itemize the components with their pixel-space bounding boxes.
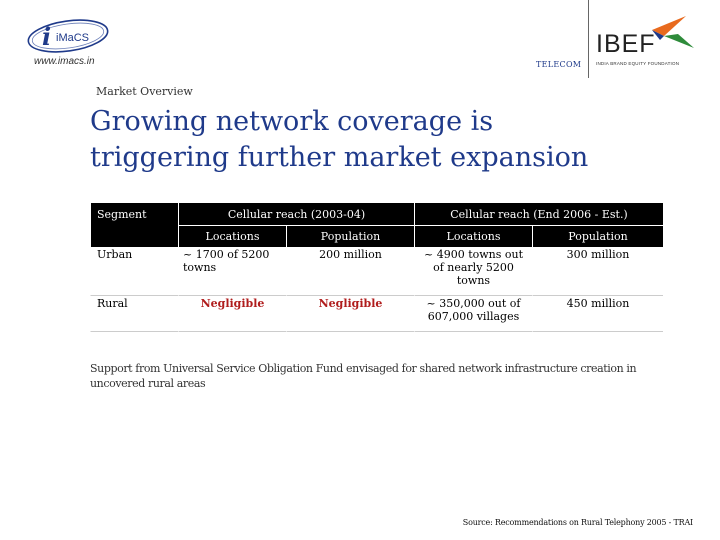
source-citation: Source: Recommendations on Rural Telepho… <box>462 518 693 527</box>
footnote-text: Support from Universal Service Obligatio… <box>90 362 637 390</box>
header-group-2003: Cellular reach (2003-04) <box>178 202 414 225</box>
header-locations-2003: Locations <box>178 225 286 247</box>
header-population-2006: Population <box>532 225 663 247</box>
cell-locations-2006: ~ 4900 towns out of nearly 5200 towns <box>414 247 532 296</box>
cell-locations-2003: Negligible <box>178 296 286 332</box>
page-title: Growing network coverage is triggering f… <box>90 104 588 176</box>
cell-population-2003: 200 million <box>286 247 414 296</box>
imacs-logo-text: iMaCS <box>56 32 89 44</box>
ibef-logo-icon <box>652 16 694 48</box>
header-population-2003: Population <box>286 225 414 247</box>
cell-population-2006: 450 million <box>532 296 663 332</box>
cell-segment: Urban <box>90 247 178 296</box>
cell-population-2003: Negligible <box>286 296 414 332</box>
header-locations-2006: Locations <box>414 225 532 247</box>
header-group-2006: Cellular reach (End 2006 - Est.) <box>414 202 663 225</box>
cell-locations-2006: ~ 350,000 out of 607,000 villages <box>414 296 532 332</box>
cell-segment: Rural <box>90 296 178 332</box>
table-row-urban: Urban ~ 1700 of 5200 towns 200 million ~… <box>90 247 663 296</box>
ibef-logo-text: IBEF <box>596 30 656 58</box>
imacs-url[interactable]: www.imacs.in <box>34 56 95 67</box>
imacs-logo-icon: i iMaCS <box>27 19 109 53</box>
section-tag: TELECOM <box>536 60 582 69</box>
coverage-table: Segment Cellular reach (2003-04) Cellula… <box>90 202 663 332</box>
title-line-1: Growing network coverage is <box>90 106 494 137</box>
section-label: Market Overview <box>96 85 193 98</box>
table-row-rural: Rural Negligible Negligible ~ 350,000 ou… <box>90 296 663 332</box>
cell-locations-2003: ~ 1700 of 5200 towns <box>178 247 286 296</box>
cell-population-2006: 300 million <box>532 247 663 296</box>
svg-text:i: i <box>42 22 51 51</box>
header-divider <box>588 0 589 78</box>
title-line-2: triggering further market expansion <box>90 142 589 173</box>
ibef-tagline: INDIA BRAND EQUITY FOUNDATION <box>596 61 680 66</box>
header-segment: Segment <box>90 202 178 247</box>
